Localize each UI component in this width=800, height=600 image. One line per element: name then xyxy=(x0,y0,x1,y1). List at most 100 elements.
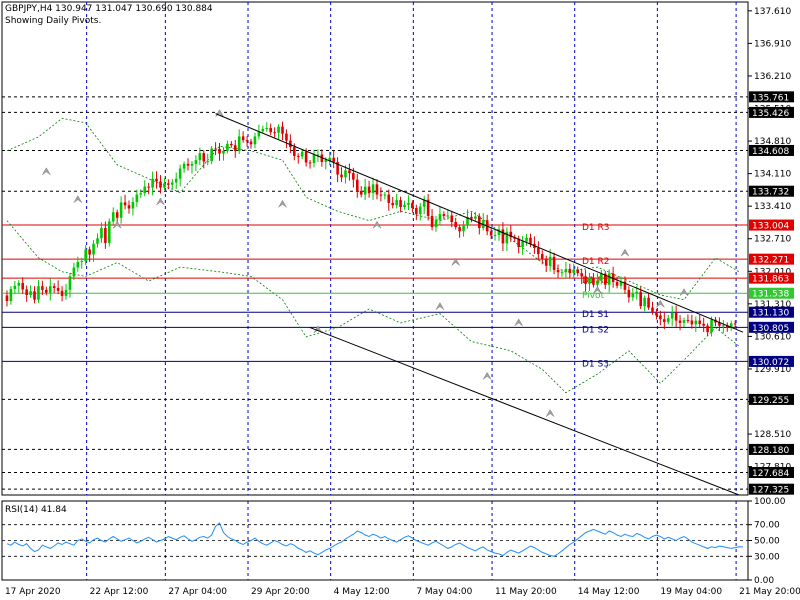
candle-bear xyxy=(552,256,556,270)
candle-bear xyxy=(332,157,335,162)
candle-bull xyxy=(170,182,174,185)
price-level-badge xyxy=(749,219,794,231)
channel-upper-channel xyxy=(215,113,744,333)
candle-bear xyxy=(289,140,292,148)
candle-bull xyxy=(324,160,328,162)
candle-bull xyxy=(277,126,280,133)
candle-bear xyxy=(359,190,363,195)
y-tick-label: 134.810 xyxy=(754,137,791,147)
price-level-value: 135.426 xyxy=(752,109,789,119)
candle-bull xyxy=(418,206,422,215)
candle-bull xyxy=(434,220,438,228)
candle-bear xyxy=(576,269,580,274)
fractal-arrow xyxy=(620,248,630,257)
candle-bull xyxy=(312,154,316,163)
candle-bull xyxy=(403,204,406,208)
candle-bull xyxy=(222,150,225,154)
candle-bull xyxy=(596,280,599,285)
candle-bull xyxy=(92,243,95,255)
candle-bull xyxy=(643,297,646,307)
candle-bull xyxy=(462,225,465,232)
candle-bull xyxy=(108,221,111,243)
candle-bear xyxy=(489,231,493,236)
price-level-value: 134.608 xyxy=(752,147,789,157)
fractal-arrow xyxy=(656,299,665,308)
candle-bull xyxy=(100,228,103,239)
candle-bear xyxy=(348,170,351,174)
candle-bull xyxy=(253,136,257,145)
candle-bear xyxy=(296,155,300,157)
candle-bull xyxy=(17,282,21,286)
candle-bull xyxy=(694,320,698,325)
candle-bull xyxy=(572,269,576,274)
candle-bull xyxy=(635,291,639,294)
candle-bear xyxy=(659,315,662,320)
candle-bull xyxy=(237,136,241,151)
fractal-arrow xyxy=(545,409,555,417)
candle-bull xyxy=(666,318,670,322)
main-panel-frame xyxy=(1,1,749,496)
candle-bull xyxy=(466,216,469,226)
candle-bear xyxy=(127,205,131,209)
price-level-value: 131.863 xyxy=(752,275,789,285)
rsi-y-tick-label: 0.00 xyxy=(754,576,774,586)
y-tick-label: 134.110 xyxy=(754,170,791,180)
price-level-badge xyxy=(749,393,794,405)
fractal-arrow xyxy=(679,288,689,296)
candle-bull xyxy=(182,163,186,169)
candle-bear xyxy=(218,148,221,154)
candle-bear xyxy=(603,273,607,285)
candle-bear xyxy=(56,288,60,291)
x-tick-label: 19 May 04:00 xyxy=(660,587,722,597)
candle-bull xyxy=(72,267,76,277)
candle-bear xyxy=(88,249,91,255)
rsi-line xyxy=(6,522,744,557)
price-level-badge xyxy=(749,287,794,299)
price-level-value: 131.538 xyxy=(752,290,789,300)
price-level-badge xyxy=(749,355,794,367)
candle-bull xyxy=(619,281,623,286)
candle-bear xyxy=(214,148,217,150)
candle-bear xyxy=(167,183,170,185)
candle-bull xyxy=(76,261,80,268)
candle-bear xyxy=(411,202,414,209)
candle-bear xyxy=(537,248,540,255)
pivot-level-name: D1 S1 xyxy=(582,310,609,320)
candle-bear xyxy=(544,258,548,266)
candle-bull xyxy=(493,235,497,237)
candle-bull xyxy=(371,184,375,194)
candle-bear xyxy=(706,325,709,333)
candle-bear xyxy=(584,276,587,284)
candle-bull xyxy=(300,151,304,157)
price-level-value: 127.325 xyxy=(752,486,789,496)
envelope-upper-band xyxy=(6,117,740,301)
candle-bull xyxy=(474,216,477,219)
candle-bull xyxy=(710,319,713,333)
candle-bear xyxy=(442,214,446,216)
y-tick-label: 136.210 xyxy=(754,72,791,82)
price-level-value: 133.004 xyxy=(752,222,789,232)
candle-bear xyxy=(273,132,276,134)
x-tick-label: 14 May 12:00 xyxy=(578,587,640,597)
candle-bear xyxy=(5,295,9,302)
candle-bull xyxy=(163,183,166,188)
candle-bull xyxy=(198,153,202,161)
price-level-value: 127.684 xyxy=(752,469,789,479)
candle-bear xyxy=(639,291,642,307)
candle-bull xyxy=(560,272,564,274)
candle-bear xyxy=(655,311,658,316)
price-level-value: 131.130 xyxy=(752,309,789,319)
price-level-badge xyxy=(749,466,794,478)
candle-bull xyxy=(607,273,611,285)
candle-bear xyxy=(592,277,595,285)
price-level-badge xyxy=(749,272,794,284)
candle-bear xyxy=(430,215,434,228)
y-tick-label: 131.310 xyxy=(754,300,791,310)
candle-bull xyxy=(96,238,99,244)
candle-bull xyxy=(210,148,213,162)
candle-bull xyxy=(525,237,528,242)
candle-bear xyxy=(367,186,371,194)
candle-bear xyxy=(674,312,678,321)
price-level-badge xyxy=(749,91,794,103)
